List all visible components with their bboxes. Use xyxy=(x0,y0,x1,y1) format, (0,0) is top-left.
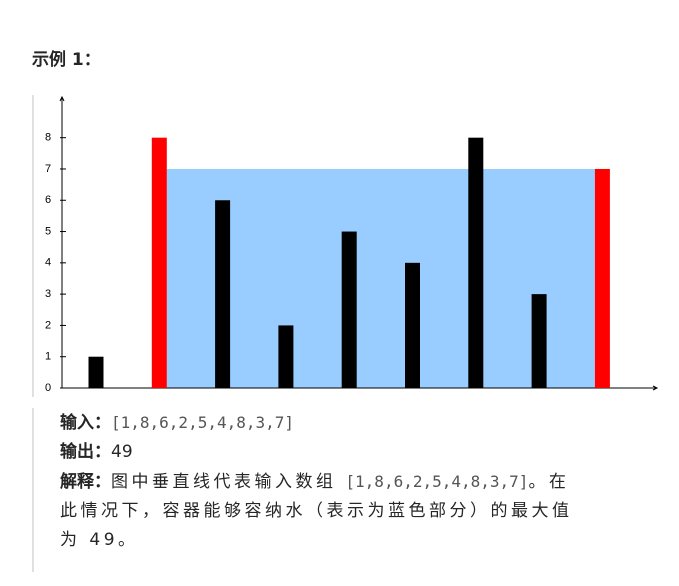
bar xyxy=(278,325,294,388)
output-line: 输出：49 xyxy=(60,438,660,467)
y-tick-label: 2 xyxy=(45,319,51,331)
input: [1,8,6,2,5,4,8,3,7] xyxy=(111,413,295,432)
input-line: 输入：[1,8,6,2,5,4,8,3,7] xyxy=(60,408,660,438)
bar xyxy=(531,294,547,388)
water xyxy=(166,168,595,388)
text: 。在 xyxy=(528,472,570,492)
y-tick-label: 1 xyxy=(45,351,51,363)
bar xyxy=(341,231,357,388)
y-tick-label: 6 xyxy=(45,194,51,206)
y-tick-label: 0 xyxy=(45,382,51,394)
chart: 0 1 2 3 4 5 6 7 8 xyxy=(32,95,659,397)
label: 解释： xyxy=(60,472,111,492)
explanation: 解释：图中垂直线代表输入数组 [1,8,6,2,5,4,8,3,7]。在此情况下… xyxy=(60,467,660,555)
bar xyxy=(215,200,231,388)
y-tick-label: 7 xyxy=(45,163,51,175)
label: 输入： xyxy=(60,413,111,433)
code: [1,8,6,2,5,4,8,3,7] xyxy=(345,472,529,491)
text: 此情况下，容器能够容纳水（表示为蓝色部分）的最大值 xyxy=(60,501,573,521)
y-tick-label: 5 xyxy=(45,225,51,237)
y-tick-label: 3 xyxy=(45,288,51,300)
bar xyxy=(151,137,167,388)
y-tick-label: 8 xyxy=(45,132,51,144)
label: 输出： xyxy=(60,442,111,462)
heading: 示例 1： xyxy=(32,50,101,70)
text: 为 49。 xyxy=(60,530,139,550)
bar xyxy=(405,262,420,388)
bar xyxy=(468,137,484,388)
axis-arrow xyxy=(59,95,65,102)
text: 图中垂直线代表输入数组 xyxy=(111,472,346,492)
output: 49 xyxy=(111,442,133,462)
example: 输入：[1,8,6,2,5,4,8,3,7] 输出：49 解释：图中垂直线代表输… xyxy=(32,408,660,572)
axis-arrow xyxy=(652,385,659,391)
bar xyxy=(594,168,610,388)
bar xyxy=(88,356,104,388)
y-tick-label: 4 xyxy=(45,257,51,269)
